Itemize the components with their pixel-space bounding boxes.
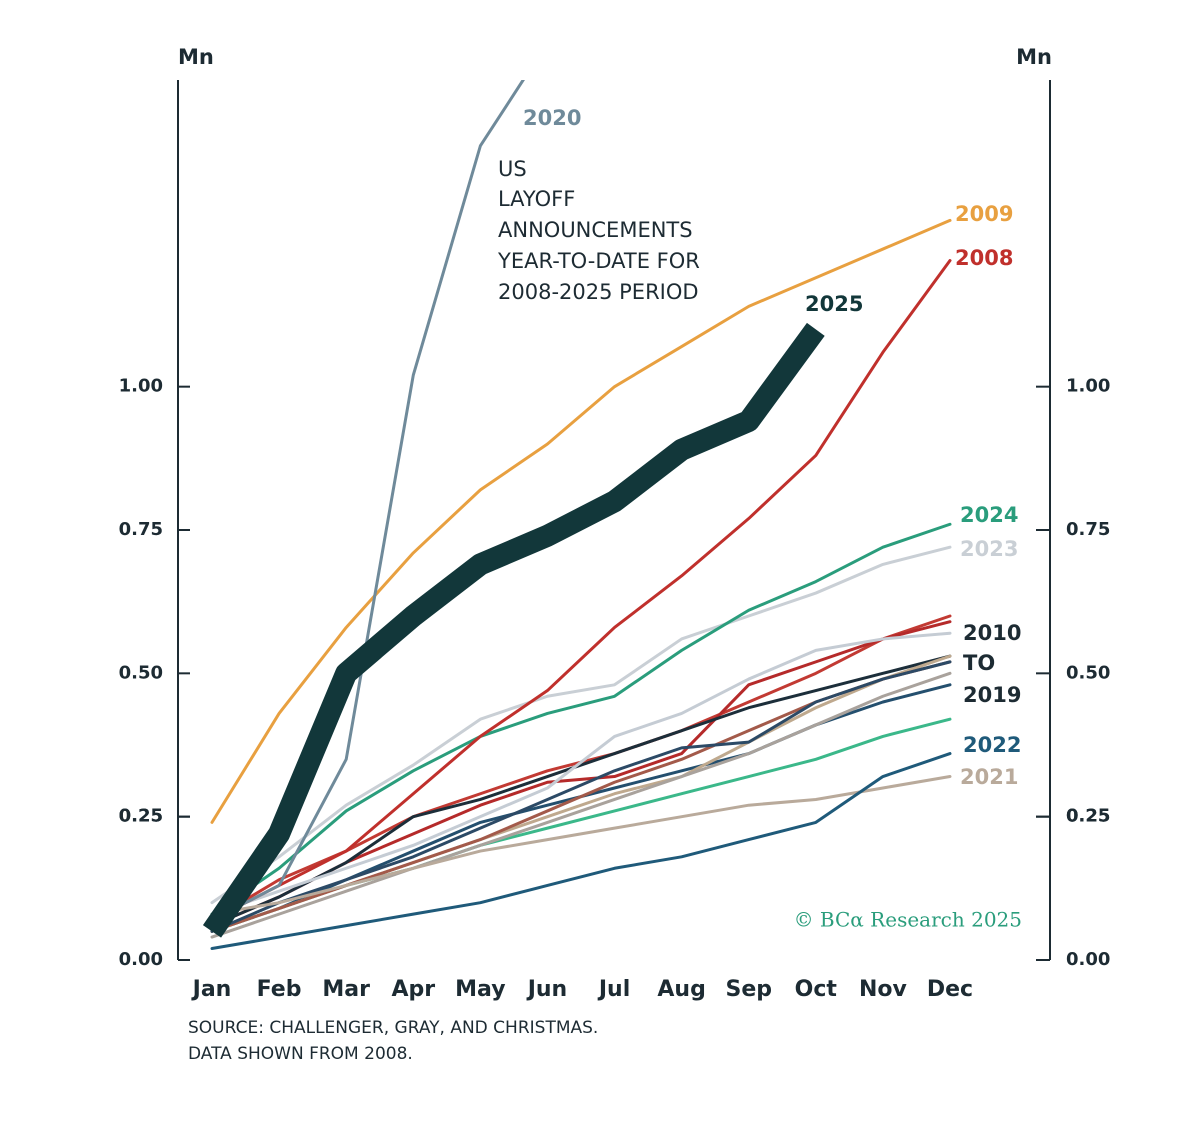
series-line	[210, 218, 952, 824]
series-line	[210, 631, 952, 916]
x-tick-label: Mar	[322, 977, 370, 1002]
x-tick-label: Jun	[526, 977, 568, 1002]
y-tick-label: 0.25	[119, 806, 163, 827]
series-line	[210, 671, 952, 939]
y-tick-label: 0.00	[119, 949, 163, 970]
annotation: TO	[963, 651, 995, 675]
x-tick-label: Feb	[257, 977, 302, 1002]
series-line	[210, 545, 952, 905]
title-line: 2008-2025 PERIOD	[498, 280, 699, 304]
series-label: 2021	[960, 765, 1018, 789]
x-tick-label: Oct	[795, 977, 838, 1002]
title-line: US	[498, 157, 527, 181]
y2-unit: Mn	[1016, 45, 1052, 69]
series-label: 2023	[960, 537, 1018, 561]
annotation: 2010	[963, 621, 1021, 645]
series-line	[210, 654, 952, 928]
series-label: 2025	[805, 292, 863, 316]
x-tick-label: Nov	[859, 977, 908, 1002]
series-label: 2008	[955, 246, 1013, 270]
lines	[202, 80, 952, 951]
source: SOURCE: CHALLENGER, GRAY, AND CHRISTMAS.	[188, 1018, 598, 1038]
title-line: YEAR-TO-DATE FOR	[497, 249, 700, 273]
series-line	[210, 259, 952, 922]
annotation: 2019	[963, 683, 1021, 707]
y-tick-label: 0.25	[119, 806, 163, 827]
series-label: 2020	[523, 106, 581, 130]
x-tick-label: Dec	[927, 977, 973, 1002]
series-line	[210, 775, 952, 916]
y-tick-label: 0.75	[119, 519, 163, 540]
title: US LAYOFF ANNOUNCEMENTS YEAR-TO-DATE FOR…	[497, 157, 700, 304]
y2-tick-label: 1.00	[1066, 376, 1110, 397]
x-tick-label: Jan	[191, 977, 232, 1002]
x-tick-label: Sep	[725, 977, 772, 1002]
title-line: LAYOFF	[498, 187, 575, 211]
series-label: 2009	[955, 202, 1013, 226]
series-label: 2024	[960, 503, 1018, 527]
credit: © BCα Research 2025	[794, 908, 1022, 932]
title-line: ANNOUNCEMENTS	[498, 218, 693, 242]
series-label: 2022	[963, 733, 1021, 757]
y-tick-label: 1.00	[119, 376, 163, 397]
y2-tick-label: 0.00	[1066, 949, 1110, 970]
series-line	[210, 660, 952, 933]
series-line	[210, 752, 952, 951]
x-tick-label: Apr	[391, 977, 435, 1002]
series-line	[202, 322, 825, 938]
series-line	[210, 80, 525, 922]
source: DATA SHOWN FROM 2008.	[188, 1044, 413, 1064]
series-line	[210, 522, 952, 916]
y-tick-label: 0.50	[119, 662, 163, 683]
y-unit: Mn	[178, 45, 214, 69]
y2-tick-label: 0.75	[1066, 519, 1110, 540]
x-tick-label: Jul	[597, 977, 630, 1002]
y2-tick-label: 0.50	[1066, 662, 1110, 683]
y2-tick-label: 0.25	[1066, 806, 1110, 827]
x-tick-label: May	[455, 977, 505, 1002]
y2-tick-label: 0.25	[1066, 806, 1110, 827]
series-line	[210, 620, 952, 928]
x-tick-label: Aug	[657, 977, 705, 1002]
